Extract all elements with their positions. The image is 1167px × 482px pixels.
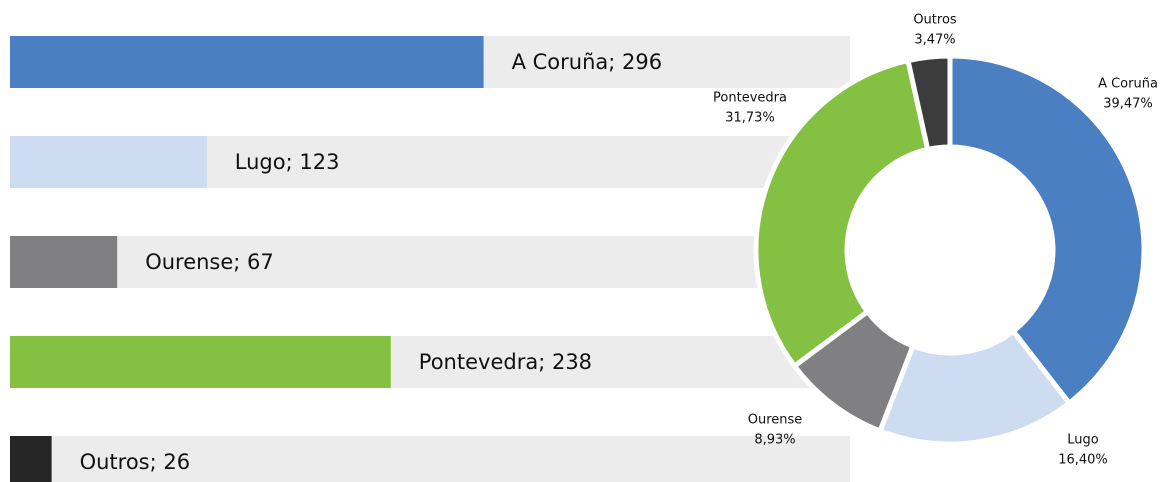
bar-label: Ourense; 67 [145,250,274,274]
bar [10,36,484,88]
slice-category: A Coruña [1098,77,1158,92]
bar [10,236,118,288]
donut-slice [876,327,1073,447]
bar-label: Lugo; 123 [235,150,340,174]
slice-label: 3,47% [914,33,955,48]
bar-label: A Coruña; 296 [512,50,663,74]
slice-category: Pontevedra [713,91,787,106]
slice-label: 31,73% [725,111,775,126]
slice-label: 39,47% [1103,97,1153,112]
bar-label: Outros; 26 [80,450,191,474]
bar-track [10,436,850,482]
slice-category: Lugo [1067,433,1099,448]
bar [10,336,391,388]
bar [10,136,207,188]
bar-track [10,236,850,288]
donut-slice [947,53,1147,407]
bar [10,436,52,482]
donut-slice [905,53,953,153]
bar-label: Pontevedra; 238 [419,350,592,374]
slice-category: Ourense [748,413,803,428]
slice-category: Outros [913,13,957,28]
slice-label: 8,93% [754,433,795,448]
donut-slice [753,57,931,370]
slice-label: 16,40% [1058,453,1108,468]
